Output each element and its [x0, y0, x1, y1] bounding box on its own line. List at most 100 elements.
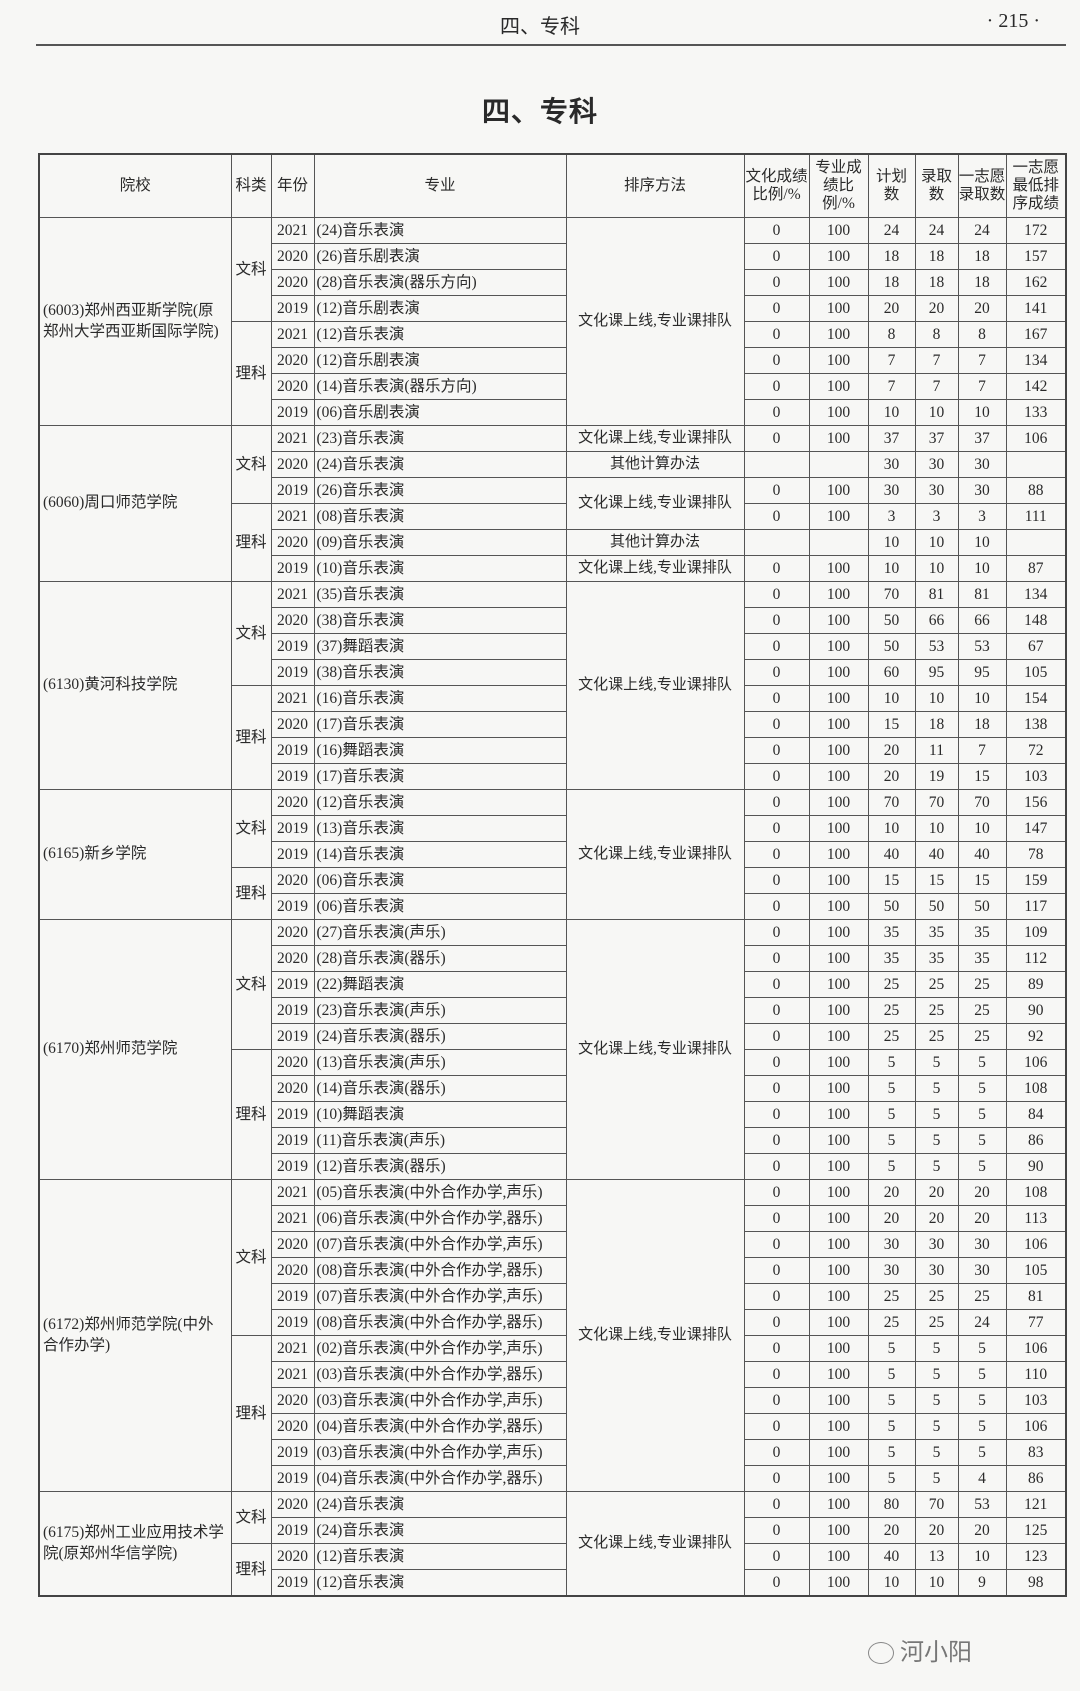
sort-method: 文化课上线,专业课排队	[565, 919, 745, 1180]
first-choice-count: 66	[957, 607, 1007, 634]
year: 2019	[270, 477, 315, 504]
first-choice-min-rank: 90	[1005, 997, 1067, 1024]
table-row: (6170)郑州师范学院 文科 2020 (27)音乐表演(声乐) 文化课上线,专业课排…	[38, 919, 1067, 1180]
major: (14)音乐表演(器乐方向)	[313, 373, 567, 400]
table-row: 2019 (16)舞蹈表演 0 100 20 11 7 72	[39, 737, 1067, 764]
school-name: (6175)郑州工业应用技术学院(原郑州华信学院)	[38, 1491, 232, 1597]
culture-ratio: 0	[743, 1439, 810, 1466]
year: 2019	[270, 1101, 315, 1128]
major-ratio: 100	[808, 347, 869, 374]
category: 理科	[230, 867, 272, 920]
culture-ratio: 0	[743, 893, 810, 920]
admit-count: 10	[914, 529, 959, 556]
culture-ratio	[743, 529, 810, 556]
first-choice-count: 8	[957, 321, 1007, 348]
first-choice-count: 53	[957, 633, 1007, 660]
plan-count: 5	[867, 1465, 916, 1492]
sort-method: 其他计算办法	[565, 529, 745, 556]
year: 2019	[270, 841, 315, 868]
school-name: (6003)郑州西亚斯学院(原郑州大学西亚斯国际学院)	[38, 217, 232, 426]
first-choice-min-rank: 138	[1005, 711, 1067, 738]
first-choice-count: 5	[957, 1127, 1007, 1154]
major: (26)音乐剧表演	[313, 243, 567, 270]
culture-ratio: 0	[743, 347, 810, 374]
major-ratio: 100	[808, 1075, 869, 1102]
year: 2019	[270, 893, 315, 920]
first-choice-min-rank: 123	[1005, 1543, 1067, 1570]
major: (28)音乐表演(器乐方向)	[313, 269, 567, 296]
watermark: 河小阳	[868, 1632, 972, 1667]
year: 2021	[270, 1179, 315, 1206]
culture-ratio: 0	[743, 1335, 810, 1362]
major: (13)音乐表演(声乐)	[313, 1049, 567, 1076]
admit-count: 18	[914, 711, 959, 738]
major: (09)音乐表演	[313, 529, 567, 556]
major: (12)音乐表演	[313, 321, 567, 348]
plan-count: 7	[867, 347, 916, 374]
year: 2019	[270, 763, 315, 790]
year: 2020	[270, 347, 315, 374]
plan-count: 5	[867, 1075, 916, 1102]
culture-ratio: 0	[743, 1543, 810, 1570]
year: 2020	[270, 919, 315, 946]
major-ratio: 100	[808, 607, 869, 634]
culture-ratio: 0	[743, 607, 810, 634]
plan-count: 70	[867, 581, 916, 608]
plan-count: 60	[867, 659, 916, 686]
major: (13)音乐表演	[313, 815, 567, 842]
major: (12)音乐表演	[313, 1543, 567, 1570]
year: 2020	[270, 373, 315, 400]
major-ratio: 100	[808, 1439, 869, 1466]
major-ratio	[808, 529, 869, 556]
first-choice-count: 7	[957, 737, 1007, 764]
table-row: 2019 (22)舞蹈表演 0 100 25 25 25 89	[39, 971, 1067, 998]
admit-count: 25	[914, 1309, 959, 1336]
admit-count: 20	[914, 295, 959, 322]
year: 2019	[270, 815, 315, 842]
table-row: (6172)郑州师范学院(中外合作办学) 文科 2021 (05)音乐表演(中外合作办…	[38, 1179, 1067, 1492]
category: 理科	[230, 1049, 272, 1180]
plan-count: 10	[867, 529, 916, 556]
major: (24)音乐表演	[313, 1517, 567, 1544]
plan-count: 50	[867, 633, 916, 660]
admit-count: 5	[914, 1439, 959, 1466]
first-choice-min-rank: 90	[1005, 1153, 1067, 1180]
admit-count: 70	[914, 1491, 959, 1518]
sort-method: 文化课上线,专业课排队	[565, 1179, 745, 1492]
plan-count: 10	[867, 685, 916, 712]
first-choice-count: 30	[957, 477, 1007, 504]
culture-ratio: 0	[743, 321, 810, 348]
culture-ratio: 0	[743, 1309, 810, 1336]
year: 2021	[270, 1205, 315, 1232]
plan-count: 35	[867, 945, 916, 972]
admit-count: 10	[914, 815, 959, 842]
major-ratio: 100	[808, 555, 869, 582]
admit-count: 5	[914, 1049, 959, 1076]
first-choice-min-rank: 87	[1005, 555, 1067, 582]
first-choice-min-rank: 172	[1005, 217, 1067, 244]
major-ratio: 100	[808, 1127, 869, 1154]
major-ratio: 100	[808, 997, 869, 1024]
running-head-section: 四、专科	[500, 16, 580, 38]
running-head: 四、专科 · 215 ·	[0, 8, 1080, 38]
year: 2019	[270, 1517, 315, 1544]
plan-count: 20	[867, 763, 916, 790]
plan-count: 50	[867, 607, 916, 634]
major-ratio: 100	[808, 1231, 869, 1258]
year: 2020	[270, 711, 315, 738]
plan-count: 30	[867, 1257, 916, 1284]
major-ratio: 100	[808, 659, 869, 686]
culture-ratio: 0	[743, 1231, 810, 1258]
table-row: 理科 2021 (02)音乐表演(中外合作办学,声乐) 0 100 5 5 5 106	[39, 1335, 1067, 1492]
table-row: 2019 (37)舞蹈表演 0 100 50 53 53 67	[39, 633, 1067, 660]
culture-ratio: 0	[743, 217, 810, 244]
table-row: 2020 (04)音乐表演(中外合作办学,器乐) 0 100 5 5 5 106	[39, 1413, 1067, 1440]
culture-ratio: 0	[743, 1101, 810, 1128]
year: 2021	[270, 581, 315, 608]
year: 2020	[270, 1413, 315, 1440]
first-choice-min-rank: 86	[1005, 1465, 1067, 1492]
plan-count: 10	[867, 1569, 916, 1597]
year: 2020	[270, 1075, 315, 1102]
major: (23)音乐表演	[313, 425, 567, 452]
admit-count: 25	[914, 997, 959, 1024]
